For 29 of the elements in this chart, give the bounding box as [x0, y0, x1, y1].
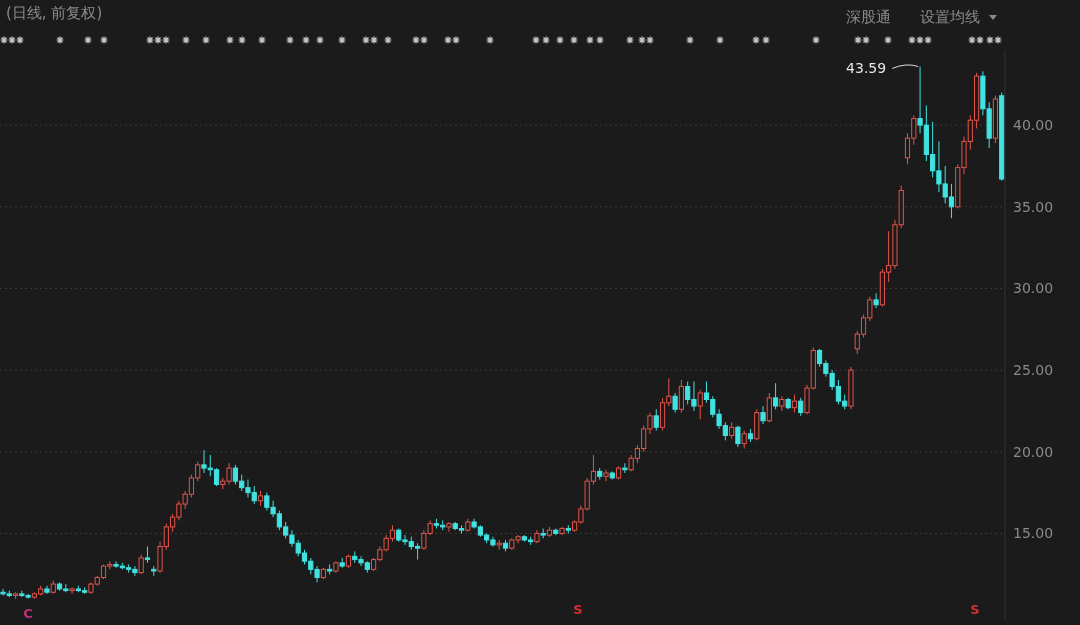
candlestick: [333, 560, 339, 574]
annotation: S: [573, 602, 583, 617]
candlestick: [672, 392, 678, 414]
text: 设置均线: [920, 8, 980, 26]
y-tick-label: 35.00: [1013, 198, 1054, 215]
annotation: S: [970, 602, 980, 617]
candlestick: [446, 521, 452, 533]
candlestick: [69, 586, 75, 595]
chart-subtitle: (日线, 前复权): [6, 4, 103, 23]
y-tick-label: 40.00: [1013, 117, 1054, 134]
candlestick: [144, 546, 151, 564]
y-tick-label: 30.00: [1013, 280, 1054, 297]
candlestick: [735, 425, 741, 448]
text: 深股通: [845, 8, 891, 26]
candlestick: [779, 395, 785, 412]
annotation: C: [23, 606, 33, 621]
annotation: 43.59: [846, 60, 887, 77]
y-tick-label: 15.00: [1013, 525, 1054, 542]
candlestick: [760, 405, 766, 425]
candlestick: [44, 585, 50, 595]
candlestick: [559, 526, 565, 536]
candlestick: [873, 292, 879, 309]
candlestick: [848, 366, 854, 410]
y-tick-label: 25.00: [1013, 362, 1054, 379]
candlestick: [597, 467, 603, 481]
candlestick: [534, 529, 540, 544]
candlestick: [603, 469, 609, 482]
y-tick-label: 20.00: [1013, 443, 1054, 460]
candlestick: [729, 421, 735, 440]
